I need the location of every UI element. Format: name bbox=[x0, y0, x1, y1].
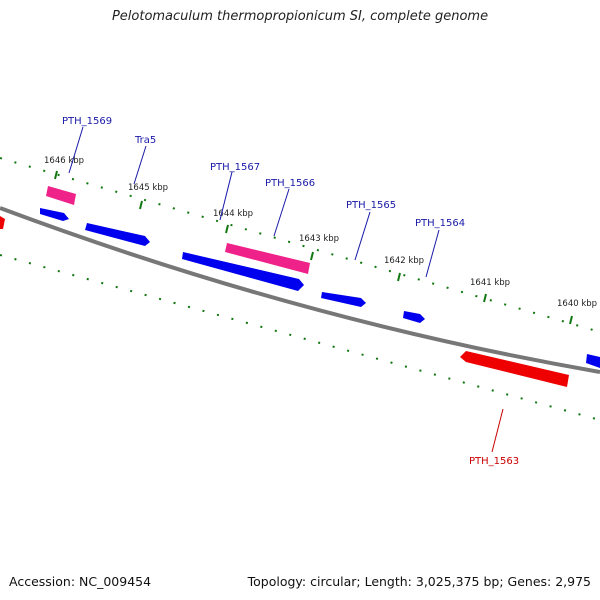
leader-line bbox=[273, 188, 290, 237]
accession-label: Accession: NC_009454 bbox=[9, 574, 152, 589]
leader-line bbox=[491, 408, 504, 453]
gene-arrow[interactable] bbox=[403, 311, 425, 323]
tick-label: 1643 kbp bbox=[299, 234, 339, 244]
gene-arrow-reverse[interactable] bbox=[0, 216, 5, 229]
leader-line bbox=[68, 126, 84, 174]
tick-labels: 1646 kbp 1645 kbp 1644 kbp 1643 kbp 1642… bbox=[44, 156, 597, 309]
gene-arrow[interactable] bbox=[586, 354, 600, 368]
gene-arrow[interactable] bbox=[182, 252, 304, 291]
gene-arrow[interactable] bbox=[85, 223, 150, 246]
reverse-genes bbox=[0, 216, 569, 387]
map-title: Pelotomaculum thermopropionicum SI, comp… bbox=[111, 9, 489, 24]
rna-gene[interactable] bbox=[46, 186, 76, 205]
major-tick bbox=[139, 200, 143, 210]
major-tick bbox=[54, 170, 58, 180]
genome-backbone bbox=[0, 206, 600, 374]
rna-genes bbox=[46, 186, 310, 274]
gene-label[interactable]: PTH_1564 bbox=[415, 218, 465, 229]
major-ticks bbox=[54, 170, 573, 325]
forward-genes bbox=[40, 208, 600, 368]
topology-label: Topology: circular; Length: 3,025,375 bp… bbox=[247, 574, 591, 589]
tick-label: 1642 kbp bbox=[384, 256, 424, 266]
gene-label[interactable]: PTH_1565 bbox=[346, 200, 396, 211]
gene-arrow[interactable] bbox=[321, 292, 366, 307]
gene-label[interactable]: PTH_1563 bbox=[469, 456, 519, 467]
gene-arrow[interactable] bbox=[40, 208, 69, 221]
tick-label: 1640 kbp bbox=[557, 299, 597, 309]
major-tick bbox=[225, 224, 229, 234]
major-tick bbox=[310, 251, 314, 261]
leader-line bbox=[354, 211, 371, 261]
tick-label: 1641 kbp bbox=[470, 278, 510, 288]
tick-label: 1644 kbp bbox=[213, 209, 253, 219]
gene-arrow-reverse[interactable] bbox=[460, 351, 569, 387]
major-tick bbox=[483, 293, 487, 303]
gene-label[interactable]: PTH_1569 bbox=[62, 116, 112, 127]
tick-label: 1645 kbp bbox=[128, 183, 168, 193]
leader-line bbox=[219, 171, 233, 221]
gene-label[interactable]: PTH_1566 bbox=[265, 178, 315, 189]
rna-gene[interactable] bbox=[225, 243, 310, 274]
tick-label: 1646 kbp bbox=[44, 156, 84, 166]
gene-label[interactable]: PTH_1567 bbox=[210, 162, 260, 173]
leader-line bbox=[425, 229, 440, 278]
gene-labels: PTH_1569 Tra5 PTH_1567 PTH_1566 PTH_1565… bbox=[62, 116, 519, 467]
major-tick bbox=[397, 272, 401, 282]
gene-label[interactable]: Tra5 bbox=[134, 135, 156, 146]
leader-line bbox=[133, 145, 147, 185]
major-tick bbox=[569, 315, 573, 325]
